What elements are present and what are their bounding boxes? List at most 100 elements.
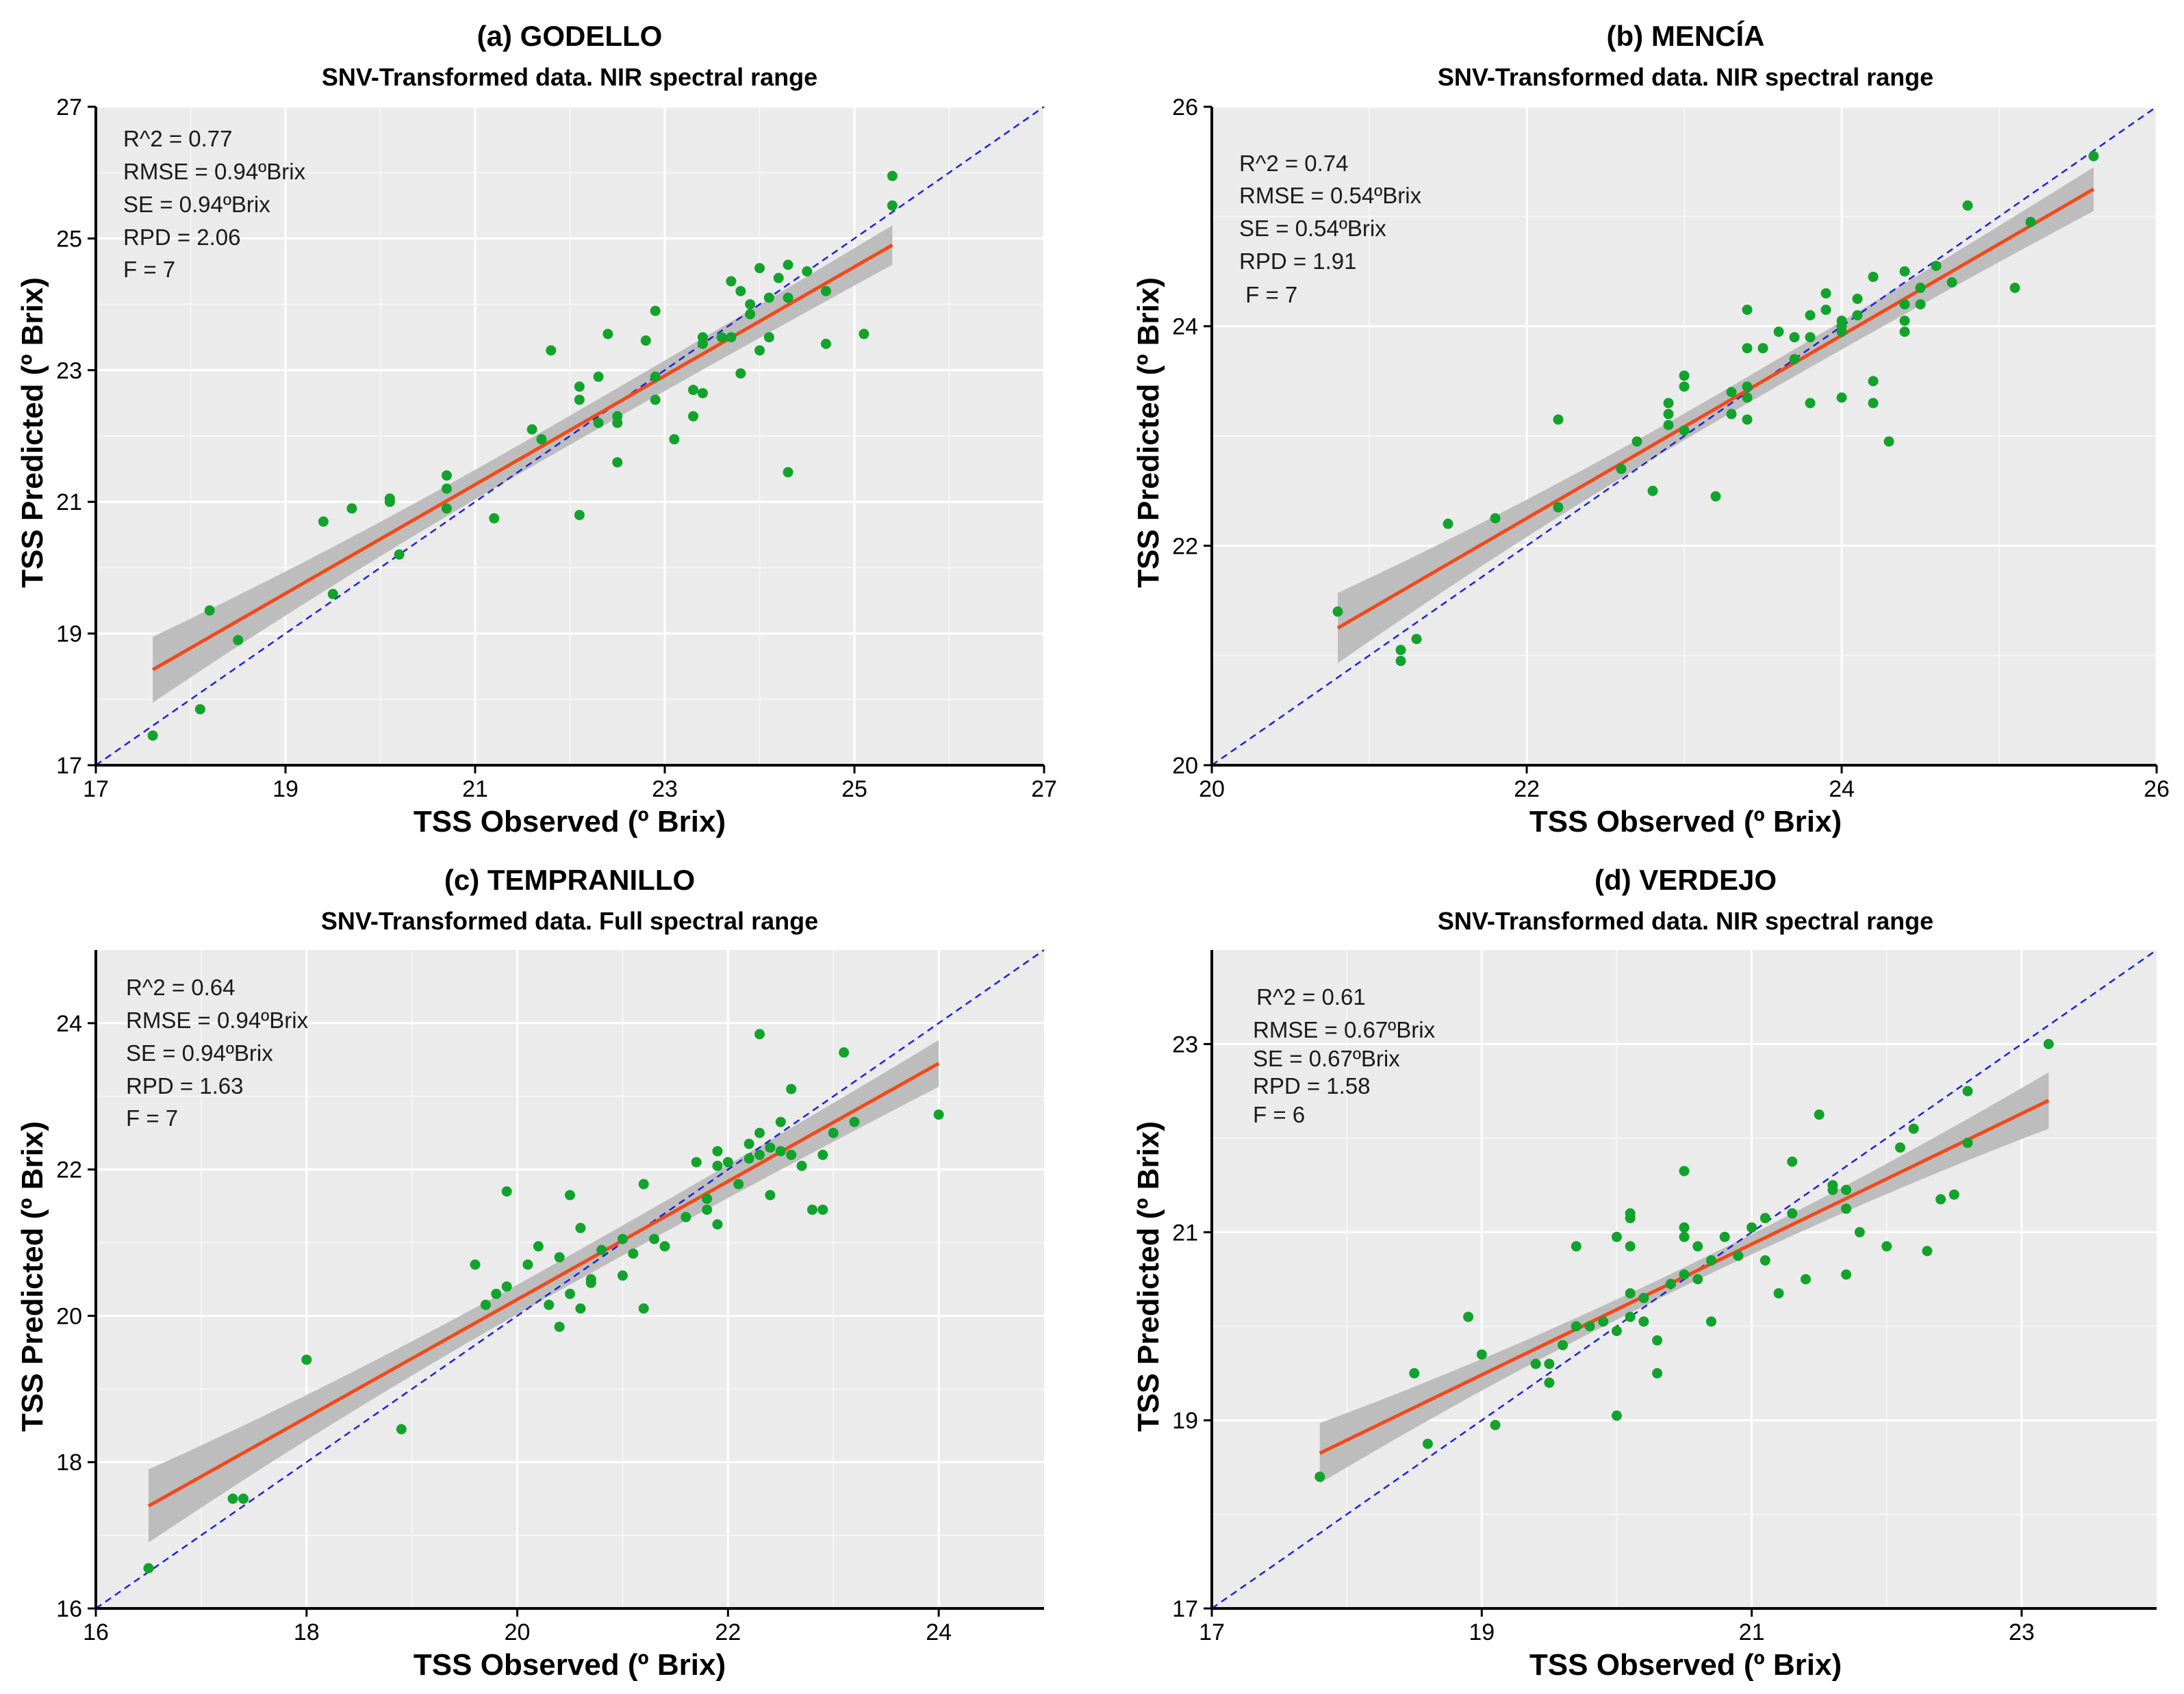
data-point	[1598, 1316, 1609, 1327]
panel-subtitle: SNV-Transformed data. NIR spectral range	[1438, 907, 1933, 935]
data-point	[712, 1146, 723, 1157]
stat-se: SE = 0.67ºBrix	[1253, 1046, 1400, 1071]
data-point	[204, 605, 215, 616]
data-point	[565, 1288, 575, 1299]
x-tick-label: 23	[652, 776, 678, 802]
data-point	[346, 503, 357, 514]
y-tick-label: 19	[56, 621, 82, 647]
data-point	[526, 424, 537, 435]
data-point	[480, 1299, 491, 1310]
data-point	[575, 1303, 586, 1314]
x-tick-label: 16	[83, 1619, 109, 1645]
y-tick-label: 22	[1172, 533, 1198, 559]
data-point	[384, 496, 395, 507]
y-axis-label: TSS Predicted (º Brix)	[1132, 277, 1165, 588]
x-tick-label: 27	[1031, 776, 1057, 802]
data-point	[1315, 1472, 1325, 1483]
data-point	[1638, 1292, 1649, 1303]
data-point	[765, 1190, 776, 1201]
data-point	[1490, 513, 1501, 524]
data-point	[697, 338, 708, 349]
data-points	[1315, 1038, 2054, 1483]
data-point	[1899, 266, 1910, 277]
data-point	[394, 549, 405, 560]
data-points	[143, 1029, 944, 1574]
data-point	[733, 1179, 744, 1190]
identity-line	[1211, 105, 2157, 767]
x-ticks: 16 18 20 22 24	[83, 1608, 952, 1645]
data-point	[522, 1259, 533, 1270]
data-point	[593, 418, 604, 428]
data-point	[470, 1259, 481, 1270]
data-point	[1760, 1255, 1770, 1266]
data-point	[1663, 398, 1674, 409]
data-point	[1679, 1269, 1690, 1280]
data-point	[1652, 1368, 1663, 1378]
panel-tempranillo: (c) TEMPRANILLO SNV-Transformed data. Fu…	[16, 864, 1045, 1682]
data-point	[1679, 1222, 1690, 1233]
data-point	[544, 1299, 555, 1310]
data-point	[763, 292, 774, 303]
data-point	[754, 1029, 765, 1040]
data-point	[1611, 1326, 1622, 1337]
data-point	[726, 276, 737, 287]
data-point	[1332, 606, 1343, 617]
stat-r2: R^2 = 0.74	[1239, 151, 1349, 176]
data-point	[396, 1424, 407, 1435]
data-point	[1931, 260, 1942, 271]
panel-godello: (a) GODELLO SNV-Transformed data. NIR sp…	[16, 20, 1057, 838]
stat-rpd: RPD = 1.58	[1253, 1073, 1371, 1099]
data-point	[638, 1179, 649, 1190]
y-tick-label: 16	[56, 1596, 82, 1622]
data-point	[585, 1277, 596, 1288]
data-point	[640, 335, 651, 346]
data-point	[1476, 1349, 1487, 1360]
data-point	[2088, 151, 2099, 162]
regression-line	[147, 1062, 940, 1508]
data-point	[327, 589, 338, 600]
data-point	[554, 1321, 565, 1332]
data-point	[754, 263, 765, 274]
y-ticks: 16 18 20 22 24	[56, 1011, 96, 1622]
data-point	[1948, 1189, 1959, 1200]
data-point	[783, 467, 793, 478]
y-tick-label: 19	[1172, 1408, 1198, 1434]
data-point	[1787, 1156, 1798, 1167]
data-point	[783, 259, 793, 270]
data-point	[1868, 398, 1879, 409]
data-point	[773, 272, 784, 283]
confidence-band	[1338, 167, 2094, 663]
data-point	[1757, 343, 1768, 354]
data-point	[1625, 1213, 1636, 1224]
data-point	[1747, 1222, 1757, 1233]
x-tick-label: 25	[841, 776, 867, 802]
data-point	[649, 1233, 660, 1244]
stat-r2: R^2 = 0.61	[1250, 984, 1366, 1010]
data-point	[1544, 1359, 1555, 1370]
data-point	[1841, 1184, 1852, 1195]
stat-se: SE = 0.54ºBrix	[1239, 216, 1386, 241]
x-tick-label: 20	[505, 1619, 531, 1645]
x-tick-label: 22	[715, 1619, 741, 1645]
data-point	[650, 394, 661, 405]
x-tick-label: 24	[926, 1619, 952, 1645]
data-point	[1631, 436, 1642, 447]
data-points	[147, 170, 898, 741]
stat-rpd: RPD = 1.91	[1239, 248, 1357, 274]
data-point	[1922, 1246, 1933, 1257]
data-point	[722, 1157, 733, 1168]
stat-se: SE = 0.94ºBrix	[123, 192, 270, 217]
data-point	[1395, 656, 1406, 667]
stat-f: F = 7	[1239, 282, 1297, 307]
data-point	[1742, 305, 1753, 316]
data-point	[1854, 1227, 1865, 1237]
data-point	[887, 170, 898, 181]
data-point	[745, 309, 756, 320]
data-point	[1679, 425, 1690, 436]
data-point	[1814, 1109, 1825, 1120]
data-point	[1705, 1316, 1716, 1327]
data-point	[1841, 1269, 1852, 1280]
data-point	[489, 513, 500, 524]
data-point	[1616, 463, 1627, 474]
x-tick-label: 23	[2009, 1619, 2035, 1645]
